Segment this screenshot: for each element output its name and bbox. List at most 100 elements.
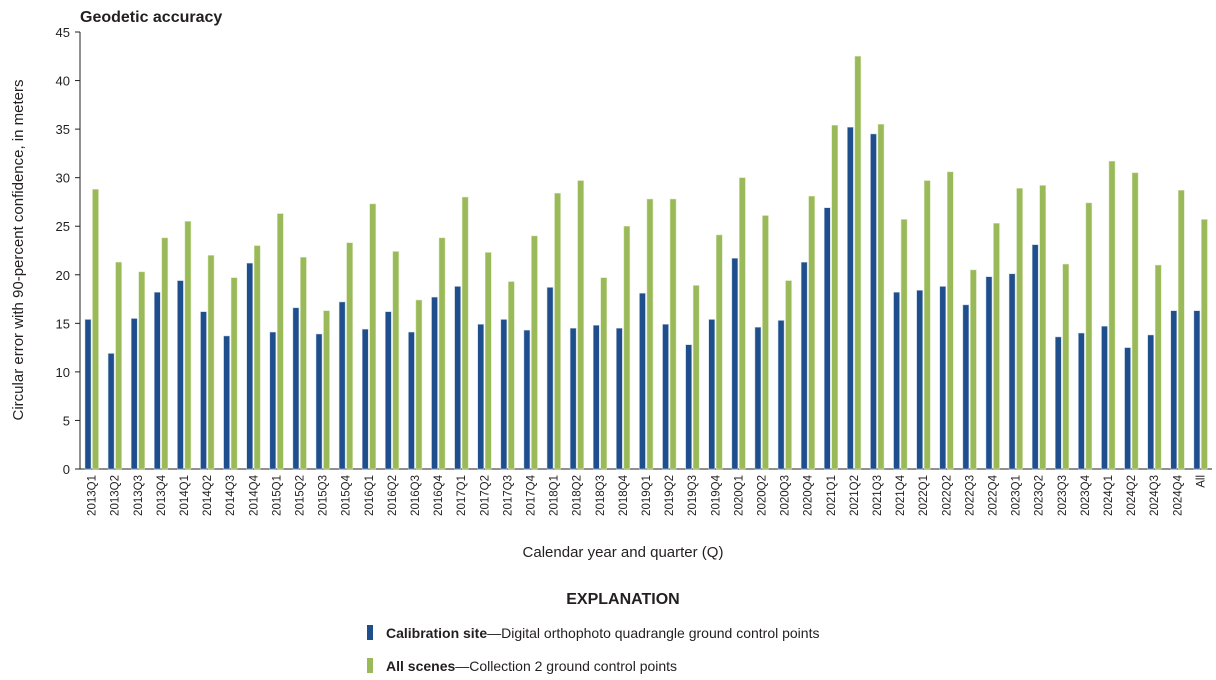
- x-tick-label: 2024Q2: [1126, 475, 1138, 516]
- bar-all-scenes: [415, 299, 423, 470]
- bar-all-scenes: [438, 237, 446, 470]
- y-tick-label: 5: [63, 413, 70, 428]
- bar-calibration-site: [223, 335, 230, 470]
- legend-label: Calibration site: [386, 625, 487, 641]
- bar-all-scenes: [716, 234, 723, 470]
- y-axis-label: Circular error with 90-percent confidenc…: [10, 80, 27, 421]
- x-tick-label: 2020Q2: [757, 475, 769, 516]
- bar-calibration-site: [639, 292, 646, 470]
- bar-calibration-site: [523, 329, 531, 470]
- bar-calibration-site: [292, 307, 300, 470]
- x-tick-label: 2013Q1: [87, 475, 99, 516]
- x-tick-label: 2022Q3: [964, 475, 976, 516]
- x-tick-label: 2014Q1: [179, 475, 191, 516]
- bar-all-scenes: [970, 269, 977, 470]
- x-tick-label: 2017Q1: [456, 475, 468, 516]
- bar-all-scenes: [253, 245, 261, 470]
- x-tick-label: 2014Q3: [225, 475, 237, 516]
- bar-all-scenes: [346, 242, 353, 470]
- bar-calibration-site: [431, 296, 438, 470]
- x-tick-label: 2014Q2: [202, 475, 214, 516]
- x-tick-label: 2024Q1: [1103, 475, 1115, 516]
- x-tick-label: 2016Q1: [364, 475, 376, 516]
- x-tick-label: 2018Q1: [549, 475, 561, 516]
- x-tick-label: 2022Q2: [941, 475, 953, 516]
- bar-calibration-site: [84, 319, 92, 470]
- bar-all-scenes: [993, 223, 1000, 470]
- bar-all-scenes: [1131, 172, 1139, 470]
- bar-all-scenes: [947, 171, 954, 470]
- bar-all-scenes: [392, 251, 400, 470]
- bar-calibration-site: [546, 287, 554, 470]
- bar-calibration-site: [1124, 347, 1131, 470]
- x-tick-label: 2017Q3: [502, 475, 514, 516]
- x-tick-label: 2018Q2: [572, 475, 584, 516]
- legend-label: All scenes: [386, 658, 455, 674]
- bar-calibration-site: [107, 353, 115, 470]
- bar-calibration-site: [592, 325, 600, 470]
- legend-description: —Digital orthophoto quadrangle ground co…: [487, 625, 819, 641]
- bar-all-scenes: [1201, 219, 1208, 470]
- x-tick-label: 2023Q3: [1057, 475, 1069, 516]
- bar-calibration-site: [662, 324, 669, 470]
- x-tick-label: 2015Q4: [341, 474, 353, 516]
- bar-all-scenes: [138, 271, 145, 470]
- x-tick-label: 2018Q4: [618, 474, 630, 516]
- bar-all-scenes: [831, 124, 839, 470]
- x-tick-label: 2015Q2: [294, 475, 306, 516]
- bar-calibration-site: [916, 290, 923, 470]
- x-tick-label: 2023Q2: [1034, 475, 1046, 516]
- bar-all-scenes: [277, 213, 284, 470]
- bar-all-scenes: [484, 252, 492, 470]
- bar-calibration-site: [361, 328, 369, 470]
- legend-swatch-calibration: [367, 625, 373, 640]
- x-tick-label: 2019Q1: [641, 475, 653, 516]
- x-tick-label: All: [1195, 475, 1207, 488]
- bar-calibration-site: [1078, 332, 1085, 470]
- x-axis-label: Calendar year and quarter (Q): [523, 544, 724, 561]
- bar-calibration-site: [408, 331, 415, 470]
- bar-calibration-site: [777, 320, 785, 470]
- bar-all-scenes: [854, 56, 862, 470]
- bar-calibration-site: [1101, 325, 1108, 470]
- bar-calibration-site: [569, 327, 577, 470]
- bar-calibration-site: [177, 280, 184, 470]
- x-tick-label: 2016Q3: [410, 475, 422, 516]
- legend-description: —Collection 2 ground control points: [455, 658, 677, 674]
- bar-calibration-site: [338, 301, 346, 470]
- y-tick-label: 35: [56, 122, 70, 137]
- bar-all-scenes: [923, 180, 931, 470]
- x-tick-label: 2014Q4: [248, 474, 260, 516]
- y-tick-label: 10: [56, 365, 70, 380]
- x-tick-label: 2021Q1: [826, 475, 838, 516]
- x-tick-label: 2013Q2: [110, 475, 122, 516]
- bar-calibration-site: [315, 333, 323, 470]
- x-tick-label: 2023Q1: [1011, 475, 1023, 516]
- bar-calibration-site: [454, 286, 461, 470]
- bar-calibration-site: [1147, 334, 1154, 470]
- legend-heading: EXPLANATION: [566, 591, 679, 608]
- y-tick-label: 30: [56, 171, 70, 186]
- plot-area: 0 5 10 15 20 25 30 35 40 45 2013Q1 2013Q2 2013Q3 2013…: [56, 25, 1212, 516]
- x-tick-label: 2022Q4: [988, 474, 1000, 516]
- bar-all-scenes: [207, 255, 215, 470]
- bar-calibration-site: [1031, 244, 1039, 470]
- bar-all-scenes: [323, 310, 330, 470]
- bar-calibration-site: [1193, 310, 1201, 470]
- x-tick-label: 2019Q4: [710, 474, 722, 516]
- bar-calibration-site: [1055, 336, 1062, 470]
- x-tick-label: 2020Q3: [780, 475, 792, 516]
- bar-all-scenes: [461, 196, 469, 470]
- bar-calibration-site: [708, 319, 716, 470]
- x-tick-label: 2017Q2: [479, 475, 491, 516]
- x-tick-label: 2020Q1: [733, 475, 745, 516]
- bar-all-scenes: [161, 237, 169, 470]
- bar-all-scenes: [1039, 185, 1046, 470]
- x-tick-label: 2024Q4: [1172, 474, 1184, 516]
- bar-all-scenes: [115, 261, 122, 470]
- bar-all-scenes: [577, 180, 584, 470]
- legend: EXPLANATION Calibration site—Digital ort…: [367, 591, 819, 674]
- bar-calibration-site: [1170, 310, 1178, 470]
- x-tick-label: 2017Q4: [525, 474, 537, 516]
